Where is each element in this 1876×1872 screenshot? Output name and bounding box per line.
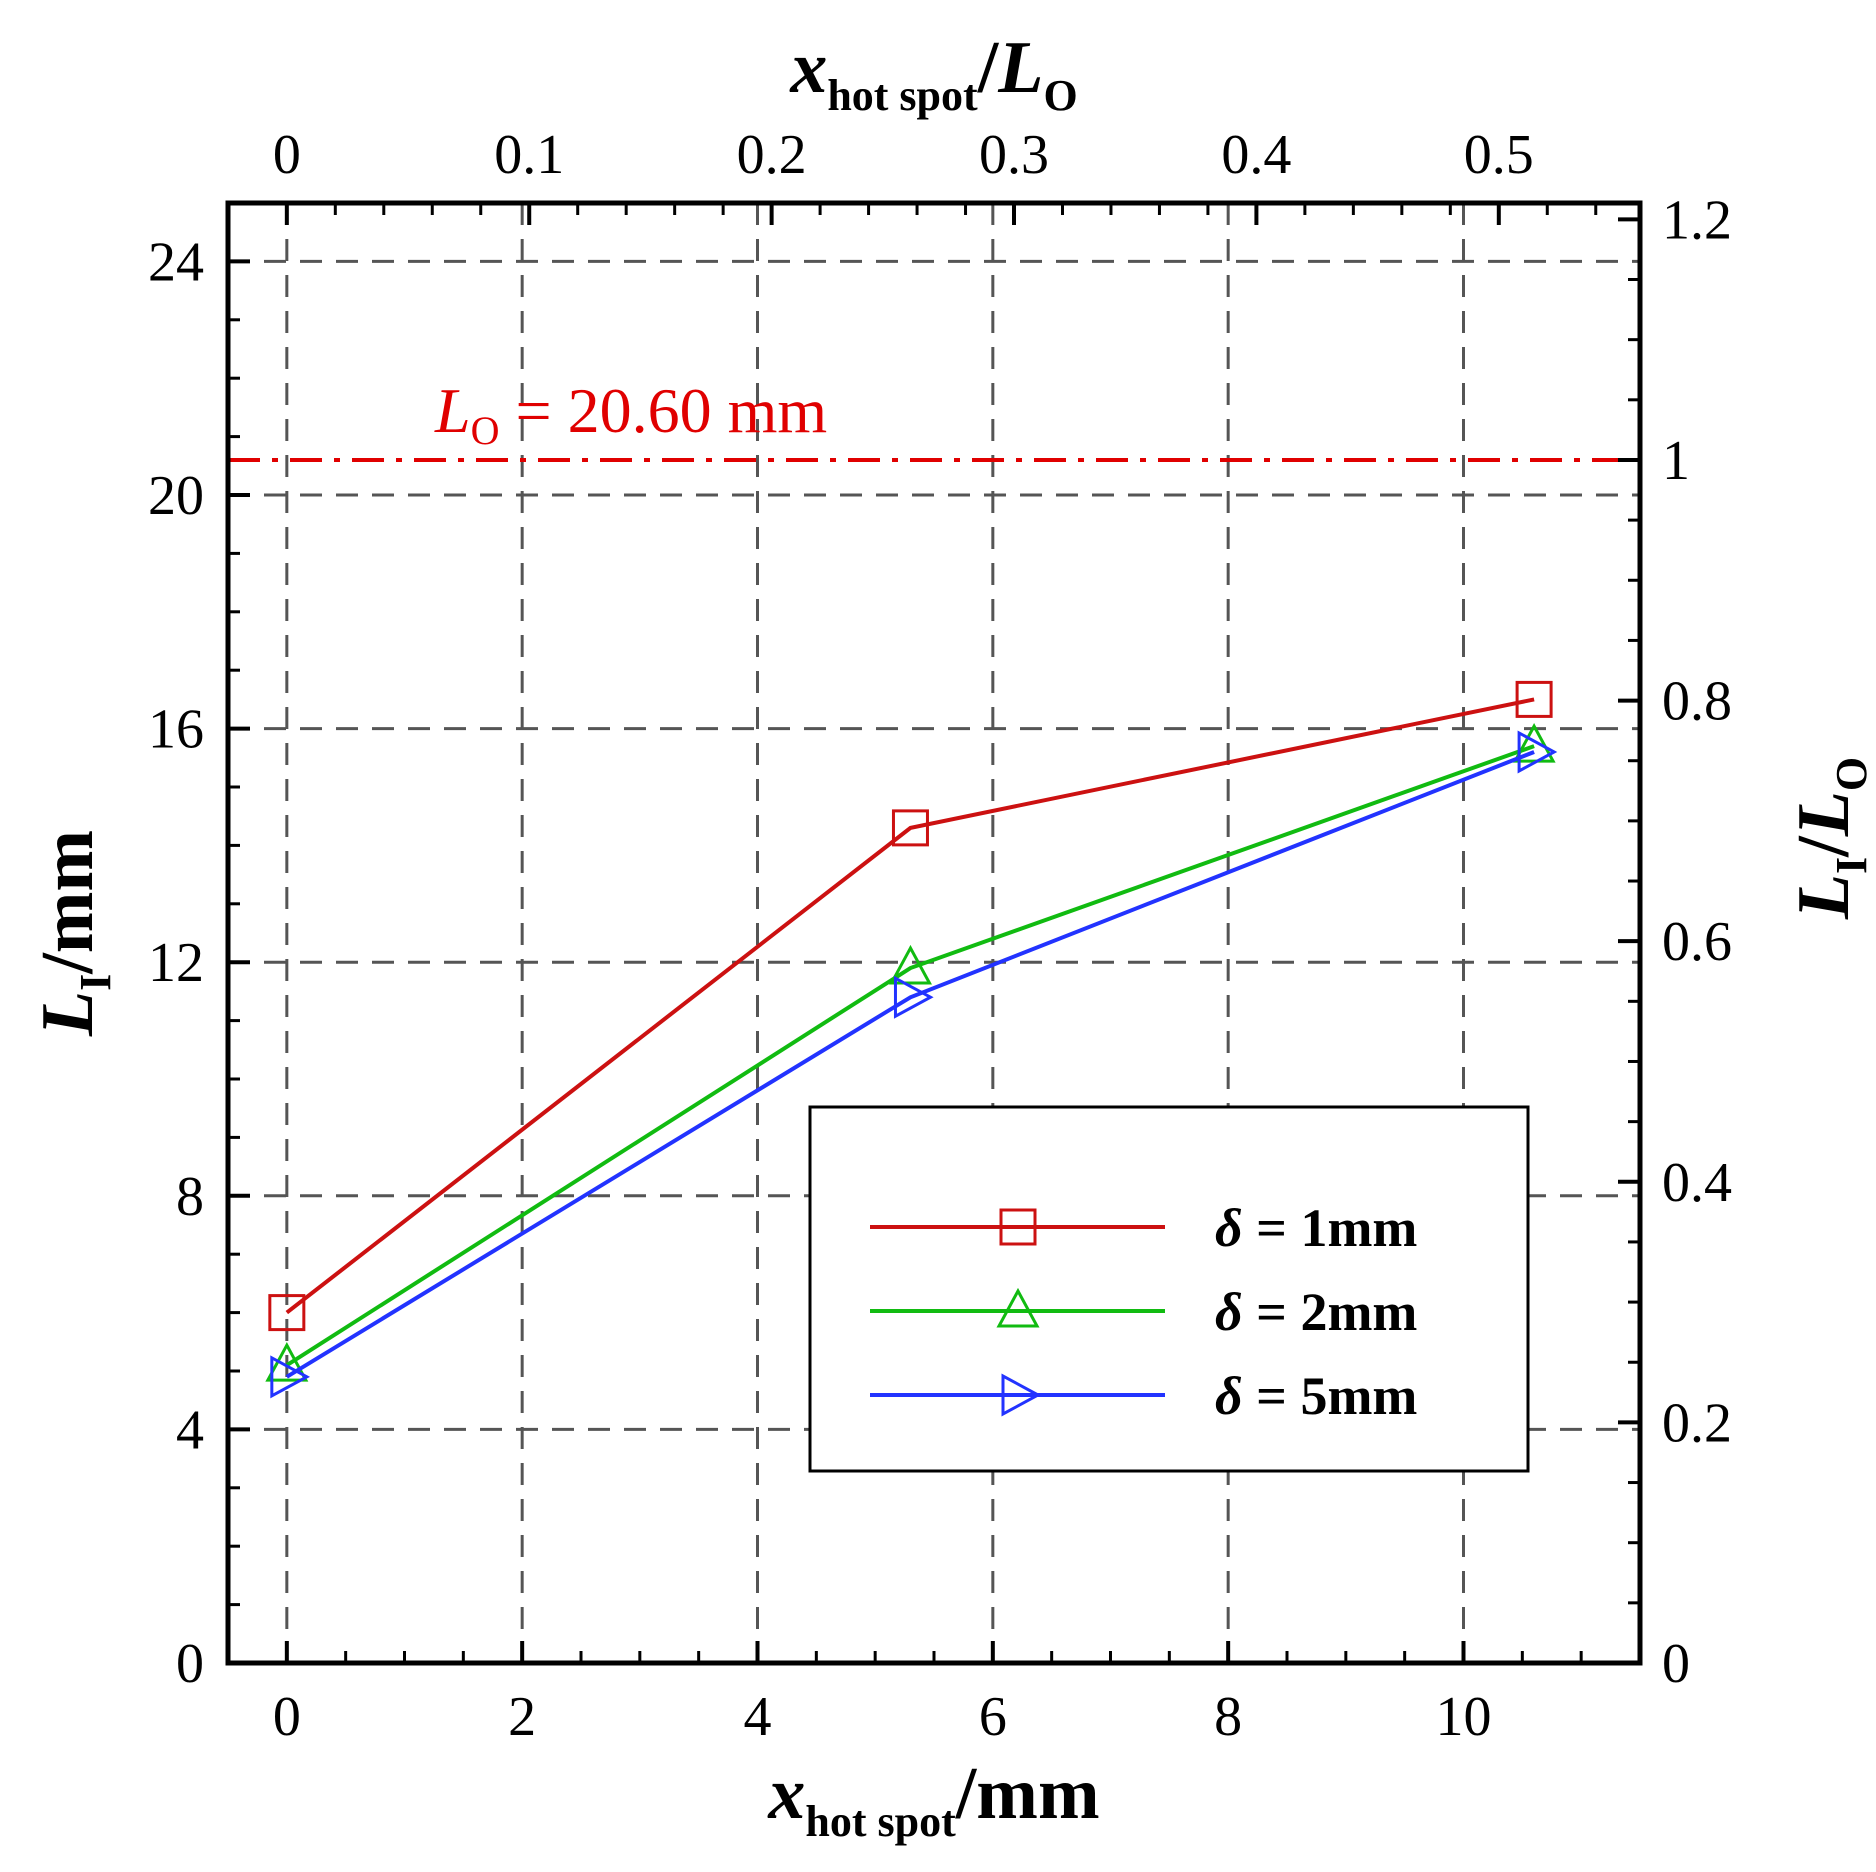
legend-marker-2 — [996, 1287, 1040, 1328]
y-tick-label-6: 24 — [148, 231, 204, 293]
y-tick-label-3: 12 — [148, 932, 204, 994]
tick-labels: 0 2 4 6 8 100 0.1 0.2 0.3 0.4 0.50481216202400.20.… — [148, 124, 1732, 1748]
x-tick-label-2: 4 — [744, 1686, 772, 1748]
x-axis-title: xhot spot/mm — [767, 1753, 1099, 1846]
x2-tick-label-0: 0 — [273, 124, 301, 186]
y-tick-label-1: 4 — [176, 1399, 204, 1461]
legend-label-2: δ = 2mm — [1215, 1282, 1417, 1342]
reference-line-group: LO = 20.60 mm — [228, 375, 1640, 462]
series-3 — [270, 730, 1558, 1399]
y2-axis-title-group: LI/LO — [1783, 757, 1876, 920]
x-tick-label-1: 2 — [508, 1686, 536, 1748]
y2-axis-title: LI/LO — [1783, 757, 1876, 920]
x-tick-label-5: 10 — [1436, 1686, 1492, 1748]
series-line-3 — [285, 750, 1535, 1379]
legend: δ = 1mm δ = 2mm δ = 5mm — [808, 1105, 1530, 1473]
data-point-s3-3 — [1517, 730, 1558, 774]
data-point-s2-1 — [265, 1342, 309, 1382]
x2-tick-label-4: 0.4 — [1221, 124, 1291, 186]
data-point-s1-3 — [1515, 680, 1553, 718]
legend-entry-3: δ = 5mm — [870, 1366, 1417, 1426]
x-tick-label-0: 0 — [273, 1686, 301, 1748]
y2-tick-label-5: 1 — [1662, 430, 1690, 492]
x-tick-label-3: 6 — [979, 1686, 1007, 1748]
series-2 — [265, 722, 1556, 1382]
series-group — [265, 680, 1558, 1399]
reference-line-label: LO = 20.60 mm — [434, 375, 827, 453]
y-axis-title: LI/mm — [27, 830, 120, 1037]
data-point-s1-2 — [891, 809, 929, 847]
series-line-2 — [285, 744, 1535, 1367]
y2-tick-label-1: 0.2 — [1662, 1392, 1732, 1454]
y-tick-label-5: 20 — [148, 465, 204, 527]
x2-tick-label-2: 0.2 — [737, 124, 807, 186]
x2-axis-title: xhot spot/LO — [789, 27, 1077, 120]
y-tick-label-0: 0 — [176, 1633, 204, 1695]
legend-marker-1 — [999, 1208, 1037, 1246]
data-point-s3-1 — [270, 1355, 310, 1399]
x2-tick-label-5: 0.5 — [1464, 124, 1534, 186]
x2-tick-label-1: 0.1 — [494, 124, 564, 186]
legend-box — [808, 1105, 1530, 1473]
data-point-s3-2 — [893, 975, 934, 1019]
series-1 — [268, 680, 1553, 1332]
legend-label-1: δ = 1mm — [1215, 1198, 1417, 1258]
y-tick-label-2: 8 — [176, 1166, 204, 1228]
y2-tick-label-6: 1.2 — [1662, 189, 1732, 251]
data-point-s1-1 — [268, 1294, 306, 1332]
series-line-1 — [285, 697, 1535, 1315]
x-tick-label-4: 8 — [1214, 1686, 1242, 1748]
legend-entry-2: δ = 2mm — [870, 1282, 1417, 1342]
y-axis-title-group: LI/mm — [27, 830, 120, 1037]
y2-tick-label-3: 0.6 — [1662, 911, 1732, 973]
y2-tick-label-4: 0.8 — [1662, 671, 1732, 733]
x2-tick-label-3: 0.3 — [979, 124, 1049, 186]
y2-tick-label-2: 0.4 — [1662, 1152, 1732, 1214]
legend-marker-3 — [1001, 1373, 1042, 1417]
y-tick-label-4: 16 — [148, 699, 204, 761]
axis-titles: xhot spot/mm xhot spot/LO LI/mm LI/LO — [27, 27, 1876, 1846]
legend-label-3: δ = 5mm — [1215, 1366, 1417, 1426]
y2-tick-label-0: 0 — [1662, 1633, 1690, 1695]
legend-entry-1: δ = 1mm — [870, 1198, 1417, 1258]
axes — [225, 200, 1643, 1666]
data-point-s2-2 — [888, 944, 932, 985]
